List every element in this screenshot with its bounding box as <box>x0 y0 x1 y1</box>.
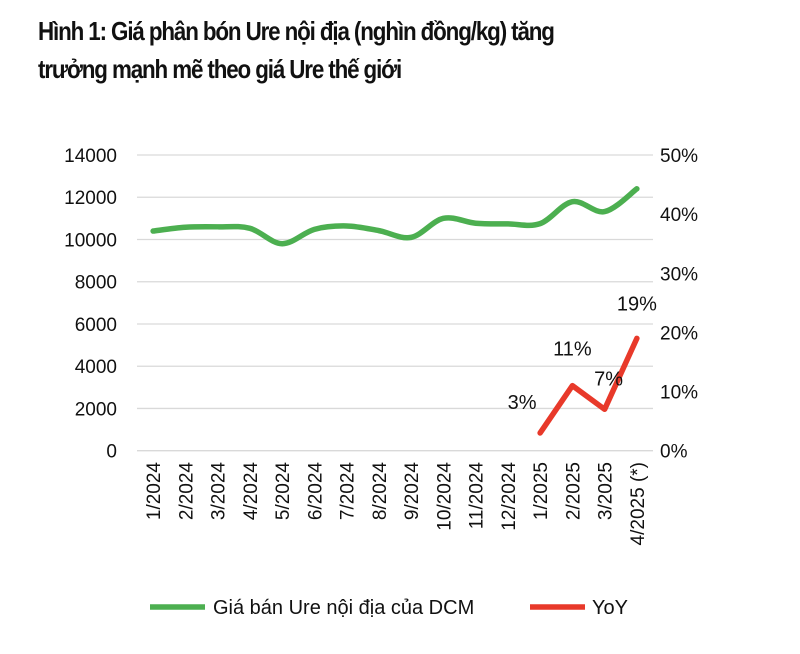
x-axis-tick: 4/2025 (*) <box>628 462 649 545</box>
right-axis-tick: 50% <box>660 146 698 167</box>
right-axis-tick: 40% <box>660 205 698 226</box>
x-axis-tick: 12/2024 <box>499 462 520 531</box>
left-axis-tick: 8000 <box>75 273 117 294</box>
left-axis-tick: 0 <box>106 442 117 463</box>
x-axis-tick: 1/2025 <box>531 462 552 520</box>
right-axis-tick: 30% <box>660 264 698 285</box>
x-axis-tick: 3/2025 <box>596 462 617 520</box>
series-line-yoy <box>537 335 640 436</box>
series-line-price <box>150 186 640 247</box>
title-line-2: trưởng mạnh mẽ theo giá Ure thế giới <box>38 54 402 84</box>
x-axis-tick: 2/2025 <box>563 462 584 520</box>
data-label: 11% <box>553 339 592 361</box>
x-axis-tick: 4/2024 <box>241 462 262 521</box>
data-label: 19% <box>617 293 657 315</box>
x-axis-tick: 5/2024 <box>273 462 294 521</box>
left-axis-tick: 2000 <box>75 399 117 420</box>
x-axis-tick: 8/2024 <box>370 462 391 521</box>
x-axis-tick: 9/2024 <box>402 462 423 521</box>
x-axis-tick: 2/2024 <box>176 462 197 521</box>
right-axis-tick: 10% <box>660 383 698 404</box>
x-axis-tick: 10/2024 <box>434 462 455 531</box>
x-axis-tick: 3/2024 <box>209 462 230 521</box>
chart-title: Hình 1: Giá phân bón Ure nội địa (nghìn … <box>38 12 692 88</box>
x-axis-tick: 1/2024 <box>144 462 165 521</box>
right-axis-tick: 0% <box>660 442 688 463</box>
left-axis-tick: 14000 <box>64 146 117 167</box>
data-label: 7% <box>594 368 623 390</box>
left-axis-tick: 6000 <box>75 315 117 336</box>
x-axis-tick: 11/2024 <box>467 462 488 530</box>
legend-label: Giá bán Ure nội địa của DCM <box>213 597 474 619</box>
x-axis-tick: 7/2024 <box>338 462 359 521</box>
x-axis-tick: 6/2024 <box>305 462 326 521</box>
left-axis-tick: 12000 <box>64 188 117 209</box>
legend-label: YoY <box>592 597 628 619</box>
left-axis-tick: 4000 <box>75 357 117 378</box>
right-axis-tick: 20% <box>660 323 698 344</box>
data-label: 3% <box>508 392 537 414</box>
title-line-1: Hình 1: Giá phân bón Ure nội địa (nghìn … <box>38 16 555 46</box>
left-axis-tick: 10000 <box>64 230 117 251</box>
